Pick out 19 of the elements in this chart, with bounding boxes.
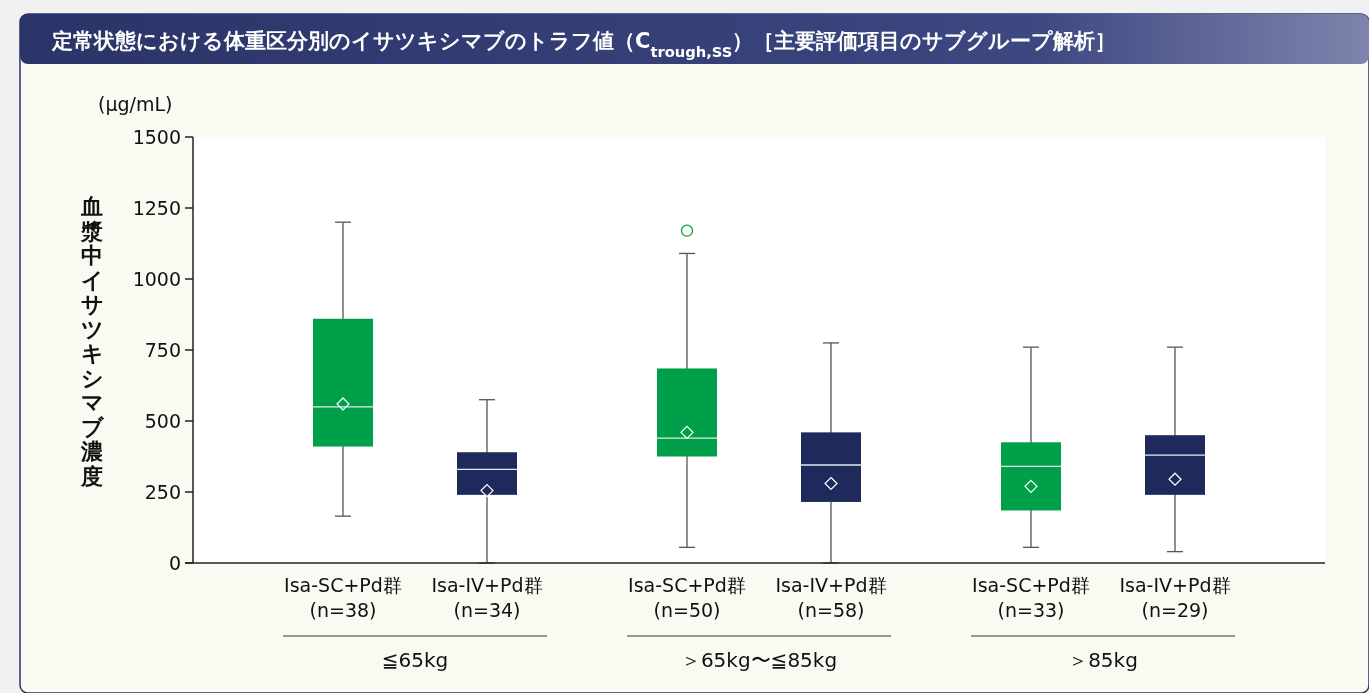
text: 血漿中イサツキシマブ濃度	[80, 194, 104, 489]
text: (μg/mL)	[98, 93, 173, 115]
y-tick-label: 500	[144, 410, 181, 432]
x-tick-label: Isa-IV+Pd群 (n=29)	[1119, 574, 1231, 621]
y-tick-label: 250	[144, 481, 181, 503]
text: ＞65kg〜≦85kg	[680, 648, 838, 672]
text: ＞85kg	[1068, 648, 1138, 672]
y-tick-label: 750	[144, 339, 181, 361]
text: ≦65kg	[381, 648, 449, 672]
x-tick-label: Isa-IV+Pd群 (n=58)	[775, 574, 887, 621]
x-tick-label: Isa-SC+Pd群 (n=50)	[628, 574, 746, 621]
chart-title: 定常状態における体重区分別のイサツキシマブのトラフ値（C$_{trough,SS}$）［主要評価項目のサブグループ解析］	[51, 29, 1117, 60]
x-tick-label: Isa-SC+Pd群 (n=38)	[284, 574, 402, 621]
y-tick-label: 0	[168, 552, 181, 574]
x-tick-label: Isa-SC+Pd群 (n=33)	[972, 574, 1090, 621]
x-tick-label: Isa-IV+Pd群 (n=34)	[431, 574, 543, 621]
y-tick-label: 1000	[132, 268, 181, 290]
y-tick-label: 1500	[132, 126, 181, 148]
y-tick-label: 1250	[132, 197, 181, 219]
